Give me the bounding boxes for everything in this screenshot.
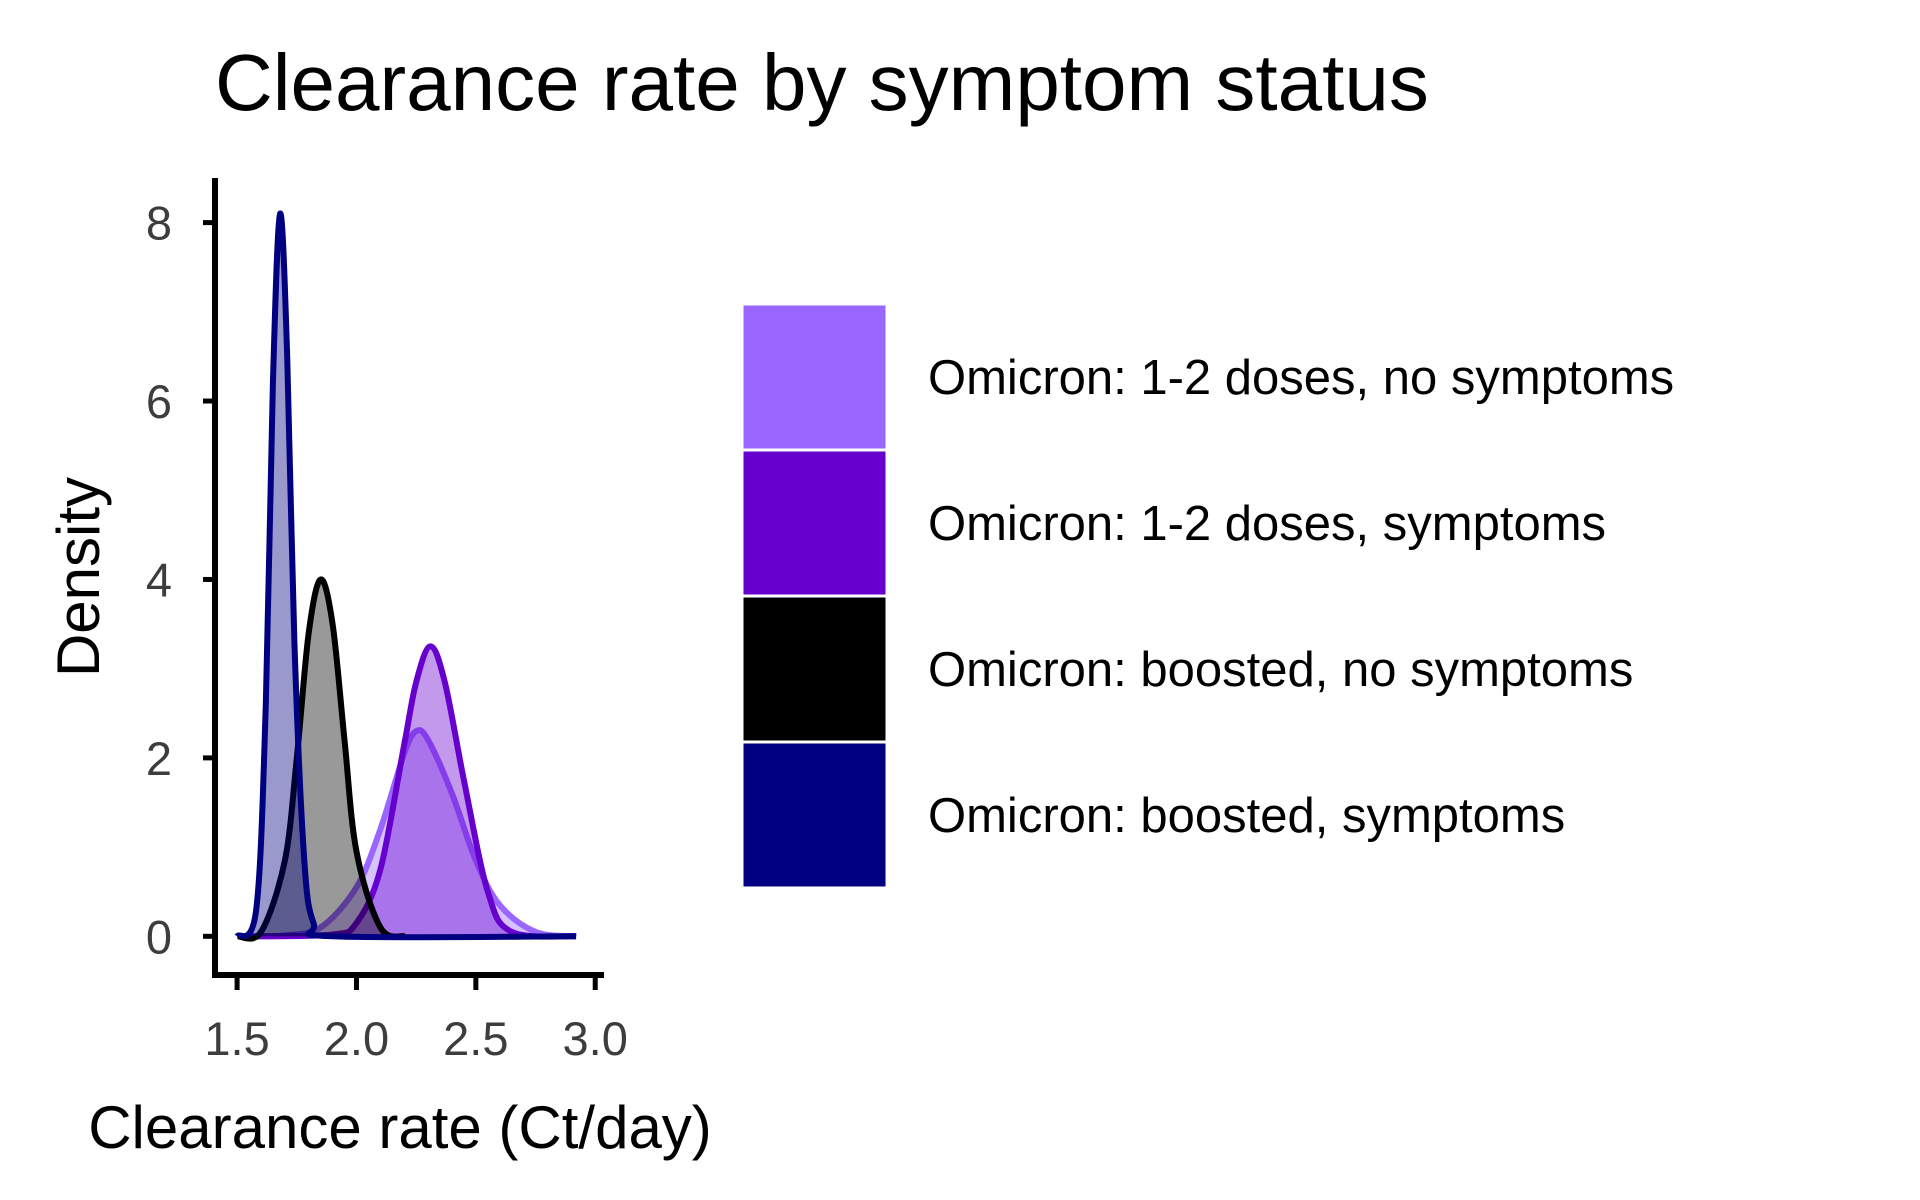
- density-line-omicron-1-2-doses-no-symptoms: [248, 727, 577, 940]
- chart-title: Clearance rate by symptom status: [215, 38, 1429, 127]
- y-axis-ticks: 0 2 4 6 8: [146, 197, 215, 963]
- legend-label: Omicron: 1-2 doses, no symptoms: [928, 351, 1674, 405]
- y-tick-label: 6: [146, 375, 172, 428]
- legend-label: Omicron: 1-2 doses, symptoms: [928, 497, 1606, 551]
- legend-swatch: [740, 448, 889, 598]
- x-tick-label: 1.5: [204, 1012, 269, 1065]
- series-omicron-1-2-doses-no-symptoms: [248, 727, 577, 940]
- legend-item-omicron-1-2-doses-symptoms: Omicron: 1-2 doses, symptoms: [740, 448, 1606, 598]
- legend-label: Omicron: boosted, no symptoms: [928, 643, 1633, 697]
- x-tick-label: 2.5: [443, 1012, 508, 1065]
- legend-swatch: [740, 740, 889, 890]
- density-area-omicron-1-2-doses-symptoms: [249, 646, 577, 937]
- x-axis-ticks: 1.5 2.0 2.5 3.0: [204, 975, 628, 1065]
- y-tick-label: 8: [146, 197, 172, 250]
- y-tick-label: 4: [146, 553, 172, 606]
- x-axis-title: Clearance rate (Ct/day): [88, 1094, 712, 1161]
- legend-swatch: [740, 302, 889, 452]
- y-tick-label: 2: [146, 732, 172, 785]
- density-line-omicron-1-2-doses-symptoms: [248, 643, 577, 940]
- density-area-omicron-boosted-no-symptoms: [237, 579, 405, 939]
- legend-label: Omicron: boosted, symptoms: [928, 789, 1565, 843]
- legend: Omicron: 1-2 doses, no symptoms Omicron: …: [740, 302, 1674, 890]
- legend-item-omicron-boosted-no-symptoms: Omicron: boosted, no symptoms: [740, 594, 1633, 744]
- series-omicron-1-2-doses-symptoms: [248, 643, 577, 940]
- series-omicron-boosted-no-symptoms: [236, 576, 406, 942]
- y-axis-title: Density: [45, 477, 112, 677]
- density-area-omicron-1-2-doses-no-symptoms: [249, 730, 577, 937]
- density-area-omicron-boosted-symptoms: [237, 213, 577, 938]
- legend-item-omicron-1-2-doses-no-symptoms: Omicron: 1-2 doses, no symptoms: [740, 302, 1674, 452]
- density-line-omicron-boosted-no-symptoms: [236, 576, 406, 942]
- legend-swatch: [740, 594, 889, 744]
- x-tick-label: 2.0: [324, 1012, 389, 1065]
- density-line-omicron-boosted-symptoms: [234, 210, 577, 941]
- y-tick-label: 0: [146, 910, 172, 963]
- x-tick-label: 3.0: [563, 1012, 628, 1065]
- plot-area: [234, 210, 577, 942]
- legend-item-omicron-boosted-symptoms: Omicron: boosted, symptoms: [740, 740, 1565, 890]
- series-omicron-boosted-symptoms: [234, 210, 577, 941]
